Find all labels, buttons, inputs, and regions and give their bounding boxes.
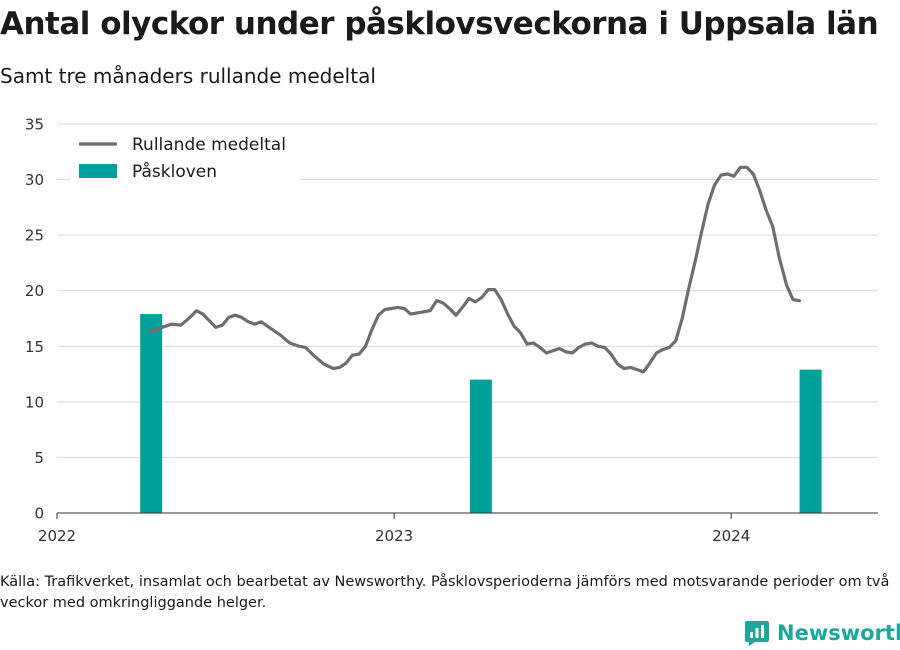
y-tick-label: 10 [25,393,44,411]
legend-bar-swatch [79,164,117,178]
y-tick-label: 35 [25,116,44,134]
easter-bar [140,314,163,513]
easter-bar [799,369,822,513]
chart-title: Antal olyckor under påsklovsveckorna i U… [0,6,879,42]
newsworthy-logo: Newsworthy [744,619,900,647]
chart-area: 0 5 10 15 20 25 30 35 2022 2023 2024 Rullande medel… [25,116,878,545]
newsworthy-logo-icon [745,621,769,646]
y-tick-label: 30 [25,171,44,189]
source-note: Källa: Trafikverket, insamlat och bearbe… [0,574,890,611]
legend-label-bar: Påskloven [132,161,217,182]
x-tick-label: 2023 [375,527,413,545]
y-tick-label: 5 [34,449,44,467]
y-tick-label: 25 [25,227,44,245]
chart-subtitle: Samt tre månaders rullande medeltal [0,64,376,88]
rolling-average-line [147,165,802,374]
y-tick-label: 20 [25,282,44,300]
legend-label-line: Rullande medeltal [132,135,286,155]
x-tick-label: 2024 [712,527,750,545]
brand-name: Newsworthy [777,621,900,645]
easter-bar [469,379,492,513]
y-tick-label: 0 [34,505,44,523]
x-tick-label: 2022 [38,527,76,545]
y-tick-label: 15 [25,338,44,356]
